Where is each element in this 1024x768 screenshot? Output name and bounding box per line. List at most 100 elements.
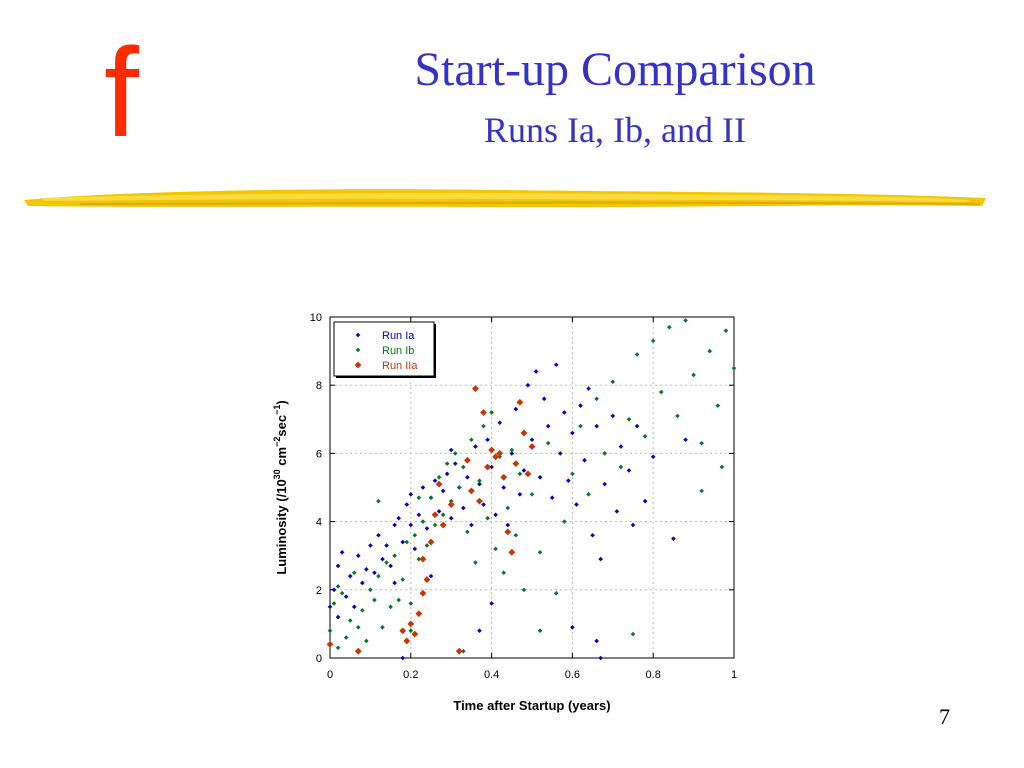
point-run-ia	[614, 509, 620, 514]
point-run-ib	[545, 440, 551, 446]
point-run-ia	[469, 522, 474, 528]
point-run-ia	[368, 543, 373, 548]
point-run-ia	[481, 502, 486, 507]
point-run-ib	[634, 352, 640, 357]
point-run-iia	[500, 473, 508, 481]
point-run-ia	[586, 386, 591, 391]
y-title-sup-2: −2	[272, 437, 282, 447]
point-run-ib	[731, 365, 737, 371]
point-run-ib	[351, 570, 357, 576]
point-run-ib	[376, 573, 381, 579]
y-tick-label: 2	[316, 585, 322, 597]
y-tick-label: 8	[316, 380, 322, 392]
point-run-ia	[473, 444, 478, 449]
point-run-ia	[436, 509, 442, 514]
point-run-iia	[399, 627, 407, 635]
point-run-ib	[699, 488, 704, 494]
legend-box	[333, 321, 435, 377]
point-run-ia	[525, 382, 531, 388]
point-run-iia	[439, 521, 447, 529]
point-run-ia	[448, 515, 454, 521]
point-run-ib	[408, 601, 414, 606]
point-run-ib	[521, 587, 527, 593]
point-run-iia	[419, 555, 427, 563]
point-run-ia	[428, 573, 434, 579]
legend: Run Ia Run Ib Run IIa	[333, 321, 436, 378]
point-run-ia	[384, 543, 389, 548]
point-run-ia	[412, 546, 418, 552]
point-run-ib	[384, 560, 389, 565]
point-run-ib	[376, 498, 381, 504]
point-run-ia	[537, 474, 543, 480]
point-run-ia	[541, 396, 547, 402]
point-run-ia	[465, 474, 470, 480]
point-run-ia	[598, 655, 603, 661]
point-run-ib	[618, 464, 624, 470]
point-run-ia	[594, 423, 599, 429]
point-run-ia	[400, 655, 406, 661]
point-run-ia	[497, 420, 502, 426]
point-run-ia	[630, 522, 636, 528]
point-run-ia	[408, 492, 414, 497]
point-run-iia	[326, 640, 334, 648]
legend-marker	[355, 332, 361, 338]
y-title-part-1: Luminosity (/10	[274, 479, 289, 574]
point-run-ib	[469, 437, 474, 443]
point-run-ib	[699, 440, 704, 446]
point-run-iia	[492, 453, 500, 461]
point-run-ia	[376, 532, 381, 538]
point-run-ia	[432, 478, 438, 483]
point-run-ia	[452, 461, 458, 466]
point-run-ia	[574, 502, 579, 507]
point-run-iia	[415, 610, 423, 618]
point-run-ib	[602, 451, 608, 456]
point-run-ia	[396, 515, 401, 521]
point-run-ia	[347, 573, 353, 579]
point-run-ia	[618, 444, 624, 449]
point-run-ib	[586, 492, 591, 497]
plot-frame	[329, 316, 735, 659]
point-run-ia	[590, 532, 595, 538]
point-run-ib	[331, 601, 337, 606]
x-tick-label: 0.4	[484, 669, 499, 681]
point-run-ia	[598, 556, 603, 562]
point-run-ib	[392, 553, 397, 558]
point-run-ia	[420, 485, 426, 490]
point-run-ib	[444, 461, 450, 466]
point-run-iia	[411, 630, 419, 638]
x-tick-label: 0.8	[646, 669, 661, 681]
point-run-ib	[465, 529, 470, 535]
point-run-iia	[480, 409, 487, 416]
point-run-ia	[355, 553, 361, 558]
point-run-ia	[444, 471, 450, 477]
point-run-ia	[408, 522, 414, 528]
point-run-ib	[343, 635, 349, 640]
point-run-iia	[431, 511, 439, 519]
point-run-ib	[400, 577, 406, 582]
slide-subtitle: Runs Ia, Ib, and II	[484, 110, 746, 150]
y-title-part-3: sec	[274, 415, 289, 437]
point-run-ia	[331, 587, 337, 593]
point-run-ia	[360, 580, 365, 586]
point-run-ib	[335, 584, 341, 589]
point-run-ib	[461, 648, 466, 654]
point-run-ib	[501, 570, 507, 576]
point-run-ia	[388, 563, 393, 569]
point-run-ia	[392, 522, 397, 528]
point-run-ia	[343, 594, 349, 599]
x-tick-label: 0.6	[565, 669, 580, 681]
point-run-ib	[715, 403, 721, 408]
legend-label: Run Ib	[382, 345, 414, 357]
point-run-ia	[404, 502, 410, 507]
point-run-ib	[505, 505, 511, 511]
point-run-ia	[570, 625, 575, 630]
point-run-ia	[578, 403, 583, 408]
point-run-iia	[423, 576, 431, 583]
point-run-iia	[407, 620, 415, 628]
point-run-ib	[481, 423, 486, 429]
point-run-iia	[435, 480, 443, 488]
point-run-iia	[520, 429, 528, 437]
point-run-ib	[493, 546, 498, 552]
point-run-ia	[533, 369, 539, 374]
